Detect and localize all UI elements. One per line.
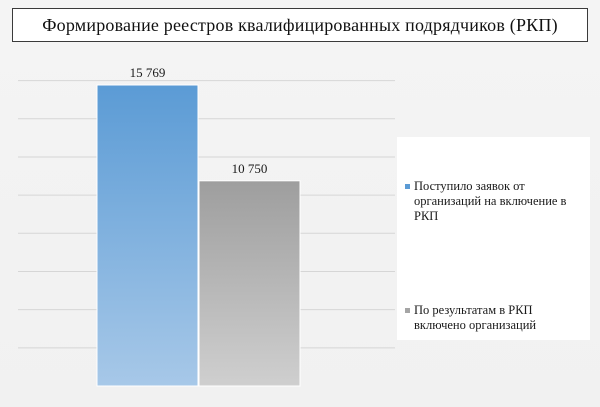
bar-series-2 [198, 180, 301, 387]
data-label-series-1: 15 769 [130, 65, 166, 80]
bar-series-1 [96, 84, 199, 387]
chart-title: Формирование реестров квалифицированных … [42, 14, 558, 35]
chart-title-box: Формирование реестров квалифицированных … [12, 8, 588, 42]
legend-item-series-2: По результатам в РКП включено организаци… [405, 303, 585, 333]
legend-swatch-series-1 [405, 184, 410, 189]
legend-swatch-series-2 [405, 308, 410, 313]
data-label-series-2: 10 750 [232, 161, 268, 176]
legend-item-series-1: Поступило заявок от организаций на включ… [405, 179, 585, 224]
legend-label-series-1: Поступило заявок от организаций на включ… [414, 179, 567, 223]
legend-label-series-2: По результатам в РКП включено организаци… [414, 303, 537, 332]
chart-legend: Поступило заявок от организаций на включ… [397, 137, 590, 340]
